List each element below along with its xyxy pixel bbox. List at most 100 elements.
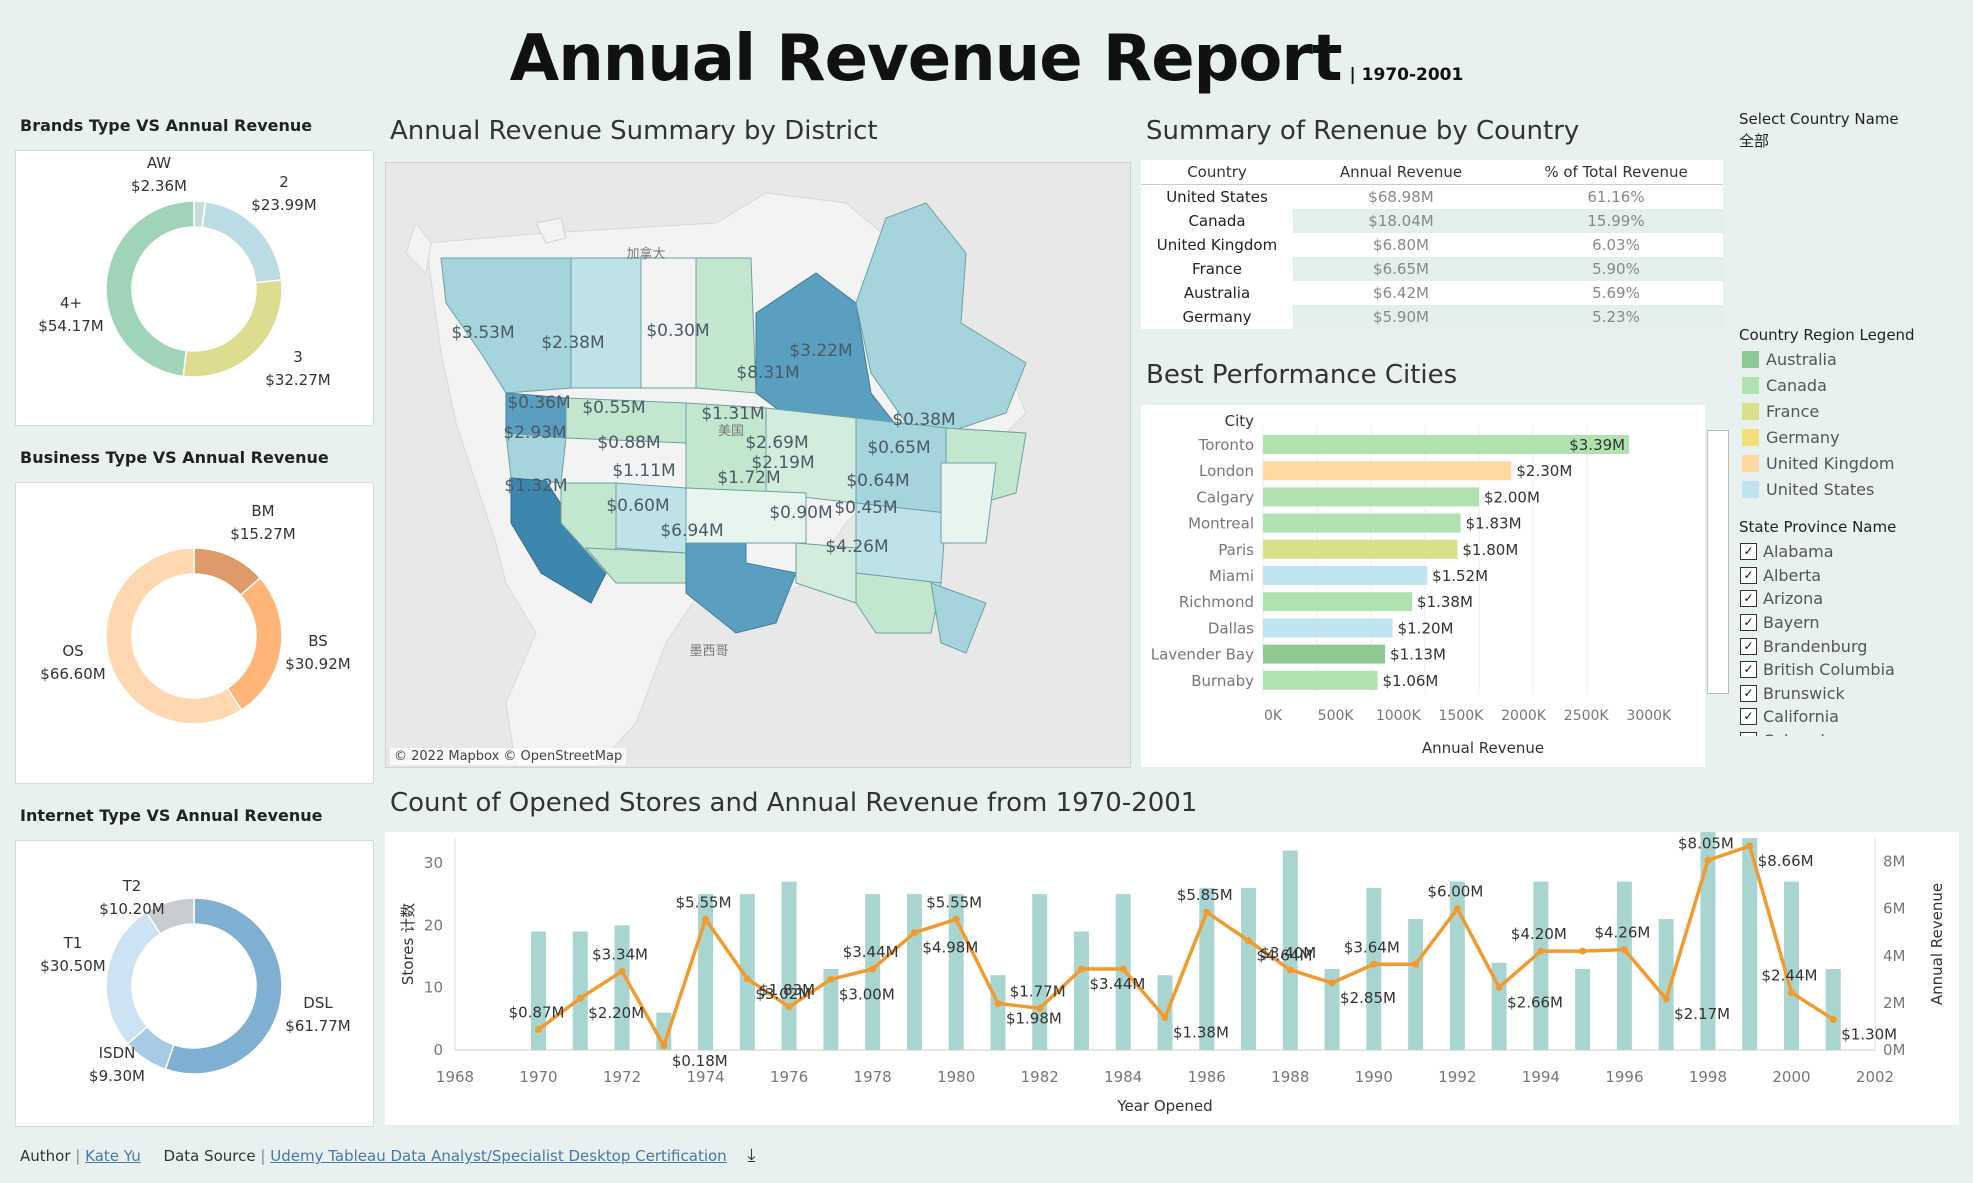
revenue-point[interactable] <box>535 1026 543 1034</box>
revenue-point[interactable] <box>1579 947 1587 955</box>
donut-slice-t1[interactable] <box>105 911 162 1045</box>
stores-bar[interactable] <box>1575 968 1591 1050</box>
checkbox-icon[interactable]: ✓ <box>1740 637 1757 655</box>
revenue-point[interactable] <box>702 915 710 923</box>
revenue-point[interactable] <box>1829 1015 1837 1023</box>
stores-bar[interactable] <box>1282 850 1298 1050</box>
state-checkbox-item[interactable]: ✓ Colorado <box>1740 729 1960 736</box>
map-credit[interactable]: © 2022 Mapbox © OpenStreetMap <box>390 748 627 765</box>
stores-bar[interactable] <box>1700 831 1716 1050</box>
stores-bar[interactable] <box>1533 881 1549 1050</box>
donut-slice-t2[interactable] <box>145 897 195 935</box>
stores-bar[interactable] <box>1241 887 1257 1050</box>
revenue-point[interactable] <box>1746 842 1754 850</box>
stores-bar[interactable] <box>1324 968 1340 1050</box>
checkbox-icon[interactable]: ✓ <box>1740 708 1757 726</box>
legend-item[interactable]: Germany <box>1742 424 1962 450</box>
donut-slice-dsl[interactable] <box>164 897 283 1075</box>
stores-bar[interactable] <box>1658 919 1674 1050</box>
city-bar[interactable] <box>1263 618 1393 638</box>
checkbox-icon[interactable]: ✓ <box>1740 684 1757 702</box>
revenue-point[interactable] <box>1161 1013 1169 1021</box>
stores-bar[interactable] <box>1825 968 1841 1050</box>
state-checkbox-item[interactable]: ✓ British Columbia <box>1740 658 1960 682</box>
legend-item[interactable]: Australia <box>1742 346 1962 372</box>
donut-slice-4[interactable] <box>105 200 195 378</box>
legend-item[interactable]: France <box>1742 398 1962 424</box>
city-bar[interactable] <box>1263 539 1458 559</box>
revenue-point[interactable] <box>1119 965 1127 973</box>
revenue-point[interactable] <box>743 975 751 983</box>
revenue-point[interactable] <box>618 967 626 975</box>
revenue-point[interactable] <box>1036 1004 1044 1012</box>
legend-item[interactable]: Canada <box>1742 372 1962 398</box>
city-bar[interactable] <box>1263 461 1512 481</box>
country-filter[interactable]: Select Country Name 全部 <box>1739 110 1959 151</box>
table-row[interactable]: France $6.65M 5.90% <box>1141 257 1723 281</box>
source-link[interactable]: Udemy Tableau Data Analyst/Specialist De… <box>270 1147 727 1165</box>
state-checkbox-item[interactable]: ✓ California <box>1740 705 1960 729</box>
stores-bar[interactable] <box>531 931 547 1050</box>
stores-bar[interactable] <box>781 881 797 1050</box>
checkbox-icon[interactable]: ✓ <box>1740 732 1757 736</box>
state-checkbox-item[interactable]: ✓ Alabama <box>1740 540 1960 564</box>
checkbox-icon[interactable]: ✓ <box>1740 590 1757 608</box>
state-checkbox-item[interactable]: ✓ Brunswick <box>1740 682 1960 706</box>
revenue-point[interactable] <box>1245 937 1253 945</box>
revenue-point[interactable] <box>660 1042 668 1050</box>
table-row[interactable]: Germany $5.90M 5.23% <box>1141 305 1723 329</box>
state-checkbox-item[interactable]: ✓ Arizona <box>1740 587 1960 611</box>
stores-bar[interactable] <box>1032 894 1048 1050</box>
state-checkbox-item[interactable]: ✓ Bayern <box>1740 611 1960 635</box>
revenue-point[interactable] <box>1620 946 1628 954</box>
revenue-map[interactable]: $3.53M $2.38M $0.30M $8.31M $3.22M $0.36M $0.5… <box>385 162 1131 768</box>
revenue-point[interactable] <box>1662 995 1670 1003</box>
revenue-point[interactable] <box>1286 966 1294 974</box>
stores-bar[interactable] <box>739 894 755 1050</box>
author-link[interactable]: Kate Yu <box>85 1147 141 1165</box>
revenue-point[interactable] <box>1495 983 1503 991</box>
stores-bar[interactable] <box>1742 838 1758 1050</box>
revenue-line[interactable] <box>537 843 1835 1051</box>
revenue-point[interactable] <box>1704 856 1712 864</box>
donut-slice-bs[interactable] <box>226 576 283 712</box>
stores-bar[interactable] <box>572 931 588 1050</box>
city-bar[interactable] <box>1263 487 1479 507</box>
city-bar[interactable] <box>1263 644 1386 664</box>
state-checkbox-item[interactable]: ✓ Alberta <box>1740 564 1960 588</box>
stores-bar[interactable] <box>1157 975 1173 1050</box>
download-icon[interactable]: ⤓ <box>747 1145 756 1166</box>
revenue-point[interactable] <box>576 994 584 1002</box>
revenue-point[interactable] <box>1537 947 1545 955</box>
city-bar[interactable] <box>1263 513 1461 533</box>
revenue-point[interactable] <box>785 1003 793 1011</box>
revenue-point[interactable] <box>827 975 835 983</box>
stores-bar[interactable] <box>1449 881 1465 1050</box>
revenue-point[interactable] <box>1077 965 1085 973</box>
state-filter-list[interactable]: ✓ Alabama ✓ Alberta ✓ Arizona ✓ Bayern ✓ Brandenb… <box>1740 540 1960 736</box>
revenue-point[interactable] <box>910 929 918 937</box>
stores-bar[interactable] <box>1783 881 1799 1050</box>
table-row[interactable]: Canada $18.04M 15.99% <box>1141 209 1723 233</box>
checkbox-icon[interactable]: ✓ <box>1740 661 1757 679</box>
stores-bar[interactable] <box>1366 887 1382 1050</box>
legend-item[interactable]: United States <box>1742 476 1962 502</box>
city-bar[interactable] <box>1263 566 1428 585</box>
checkbox-icon[interactable]: ✓ <box>1740 614 1757 632</box>
table-row[interactable]: United Kingdom $6.80M 6.03% <box>1141 233 1723 257</box>
stores-bar[interactable] <box>1073 931 1089 1050</box>
revenue-point[interactable] <box>869 965 877 973</box>
checkbox-icon[interactable]: ✓ <box>1740 566 1757 584</box>
donut-slice-os[interactable] <box>105 547 243 725</box>
revenue-point[interactable] <box>952 915 960 923</box>
revenue-point[interactable] <box>1328 979 1336 987</box>
revenue-point[interactable] <box>1787 989 1795 997</box>
revenue-point[interactable] <box>1203 908 1211 916</box>
stores-bar[interactable] <box>1199 887 1215 1050</box>
stores-bar[interactable] <box>1408 919 1424 1050</box>
city-bar[interactable] <box>1263 435 1630 454</box>
revenue-point[interactable] <box>1453 905 1461 913</box>
revenue-point[interactable] <box>1412 960 1420 968</box>
country-filter-value[interactable]: 全部 <box>1739 132 1770 150</box>
stores-bar[interactable] <box>823 968 839 1050</box>
